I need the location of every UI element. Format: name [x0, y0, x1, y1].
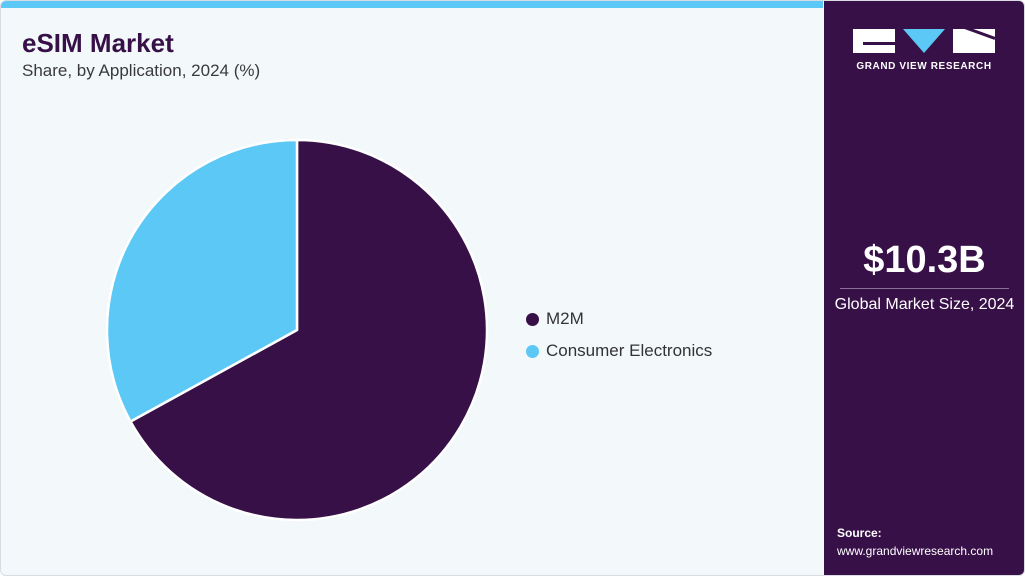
- logo-r-shape: [953, 29, 995, 53]
- source-label: Source:: [837, 526, 882, 540]
- chart-subtitle: Share, by Application, 2024 (%): [22, 61, 261, 80]
- legend-swatch-m2m: [526, 312, 539, 326]
- pie-slice-m2m: [129, 138, 489, 522]
- market-size-label: Global Market Size, 2024: [834, 296, 1015, 313]
- logo-text: GRAND VIEW RESEARCH: [856, 61, 992, 72]
- legend-label-m2m: M2M: [546, 309, 584, 328]
- logo-mark: [853, 29, 995, 53]
- logo-g-shape: [853, 29, 895, 53]
- legend-label-consumer-electronics: Consumer Electronics: [546, 341, 713, 360]
- accent-strip: [1, 1, 823, 8]
- market-size-value: $10.3B: [863, 239, 986, 281]
- legend-item-m2m: M2M: [526, 303, 712, 335]
- chart-title: eSIM Market: [22, 28, 174, 58]
- pie-chart: [105, 138, 489, 522]
- grand-view-research-logo: GRAND VIEW RESEARCH: [853, 29, 995, 72]
- logo-v-shape: [903, 29, 945, 53]
- sidebar-divider: [840, 288, 1009, 289]
- legend-item-consumer-electronics: Consumer Electronics: [526, 335, 712, 367]
- legend-swatch-consumer-electronics: [526, 344, 539, 358]
- pie-slice-consumer-electronics: [105, 138, 299, 423]
- source-url[interactable]: www.grandviewresearch.com: [837, 544, 994, 558]
- sidebar-panel: GRAND VIEW RESEARCH $10.3B Global Market…: [824, 1, 1024, 575]
- legend: M2M Consumer Electronics: [526, 303, 712, 367]
